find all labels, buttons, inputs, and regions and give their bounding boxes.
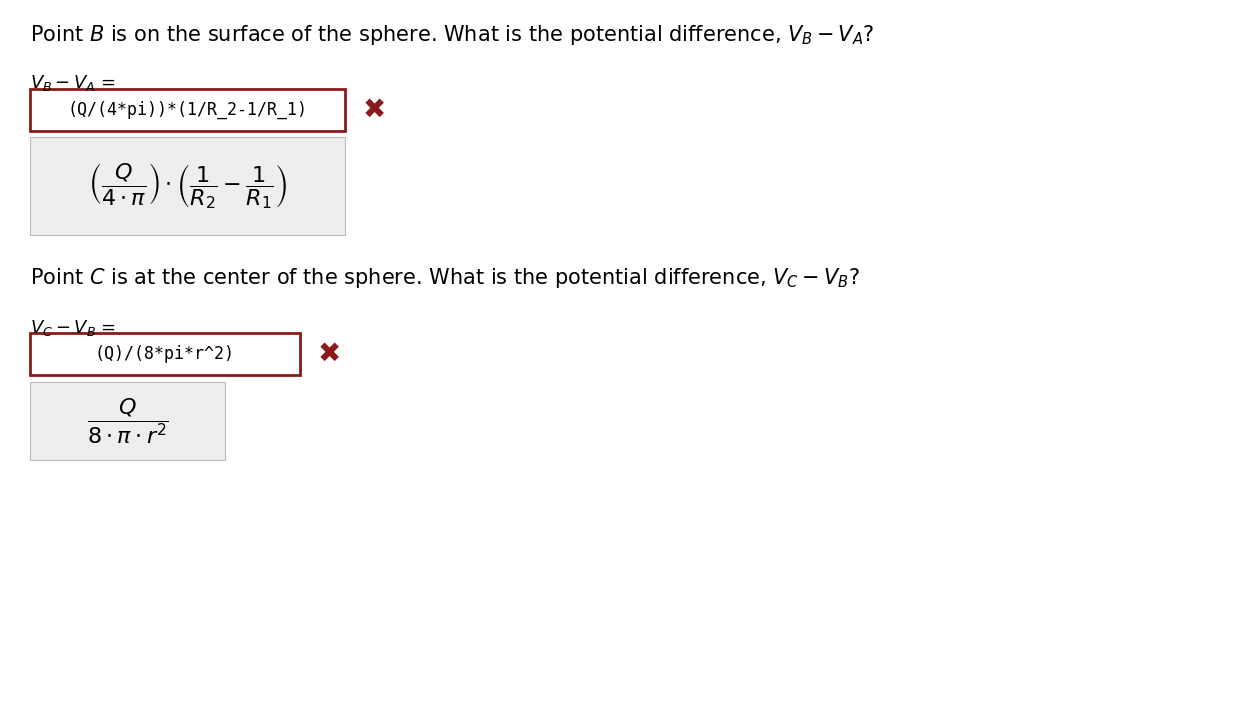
Text: Point $\mathit{B}$ is on the surface of the sphere. What is the potential differ: Point $\mathit{B}$ is on the surface of … (30, 23, 874, 47)
Text: $V_C - V_B$ =: $V_C - V_B$ = (30, 318, 117, 338)
Text: $\left(\dfrac{Q}{4 \cdot \pi}\right) \cdot \left(\dfrac{1}{R_2} - \dfrac{1}{R_1}: $\left(\dfrac{Q}{4 \cdot \pi}\right) \cd… (88, 161, 288, 211)
Text: $\dfrac{Q}{8 \cdot \pi \cdot r^2}$: $\dfrac{Q}{8 \cdot \pi \cdot r^2}$ (87, 396, 169, 446)
FancyBboxPatch shape (30, 137, 345, 235)
Text: (Q/(4*pi))*(1/R_2-1/R_1): (Q/(4*pi))*(1/R_2-1/R_1) (67, 101, 308, 119)
FancyBboxPatch shape (30, 89, 345, 131)
FancyBboxPatch shape (30, 382, 224, 460)
Text: Point $\mathit{C}$ is at the center of the sphere. What is the potential differe: Point $\mathit{C}$ is at the center of t… (30, 266, 859, 290)
Text: $V_B - V_A$ =: $V_B - V_A$ = (30, 73, 115, 93)
FancyBboxPatch shape (30, 333, 300, 375)
Text: ✖: ✖ (363, 96, 386, 124)
Text: (Q)/(8*pi*r^2): (Q)/(8*pi*r^2) (95, 345, 236, 363)
Text: ✖: ✖ (317, 340, 341, 368)
